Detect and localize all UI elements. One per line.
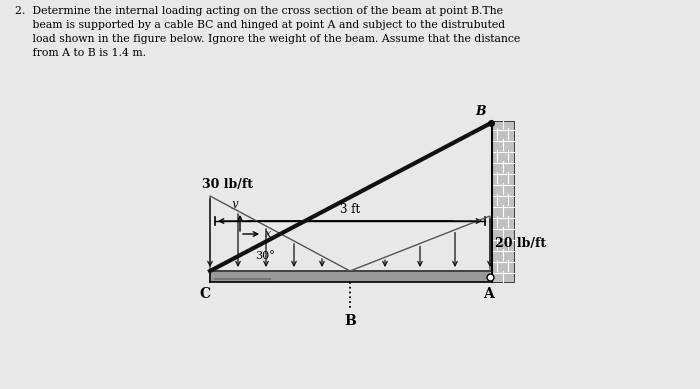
Bar bbox=[492, 121, 514, 282]
Text: load shown in the figure below. Ignore the weight of the beam. Assume that the d: load shown in the figure below. Ignore t… bbox=[15, 34, 520, 44]
Text: 3 ft: 3 ft bbox=[340, 203, 360, 216]
Text: 30 lb/ft: 30 lb/ft bbox=[202, 178, 253, 191]
Bar bbox=[210, 271, 490, 282]
Text: y: y bbox=[232, 199, 238, 209]
Text: 20 lb/ft: 20 lb/ft bbox=[495, 237, 546, 250]
Text: 30°: 30° bbox=[255, 251, 274, 261]
Text: C: C bbox=[199, 287, 211, 301]
Text: 2.  Determine the internal loading acting on the cross section of the beam at po: 2. Determine the internal loading acting… bbox=[15, 6, 503, 16]
Text: beam is supported by a cable BC and hinged at point A and subject to the distrub: beam is supported by a cable BC and hing… bbox=[15, 20, 505, 30]
Text: A: A bbox=[482, 287, 493, 301]
Text: from A to B is 1.4 m.: from A to B is 1.4 m. bbox=[15, 48, 146, 58]
Text: B: B bbox=[475, 105, 486, 118]
Text: x: x bbox=[265, 229, 272, 239]
Text: B: B bbox=[344, 314, 356, 328]
